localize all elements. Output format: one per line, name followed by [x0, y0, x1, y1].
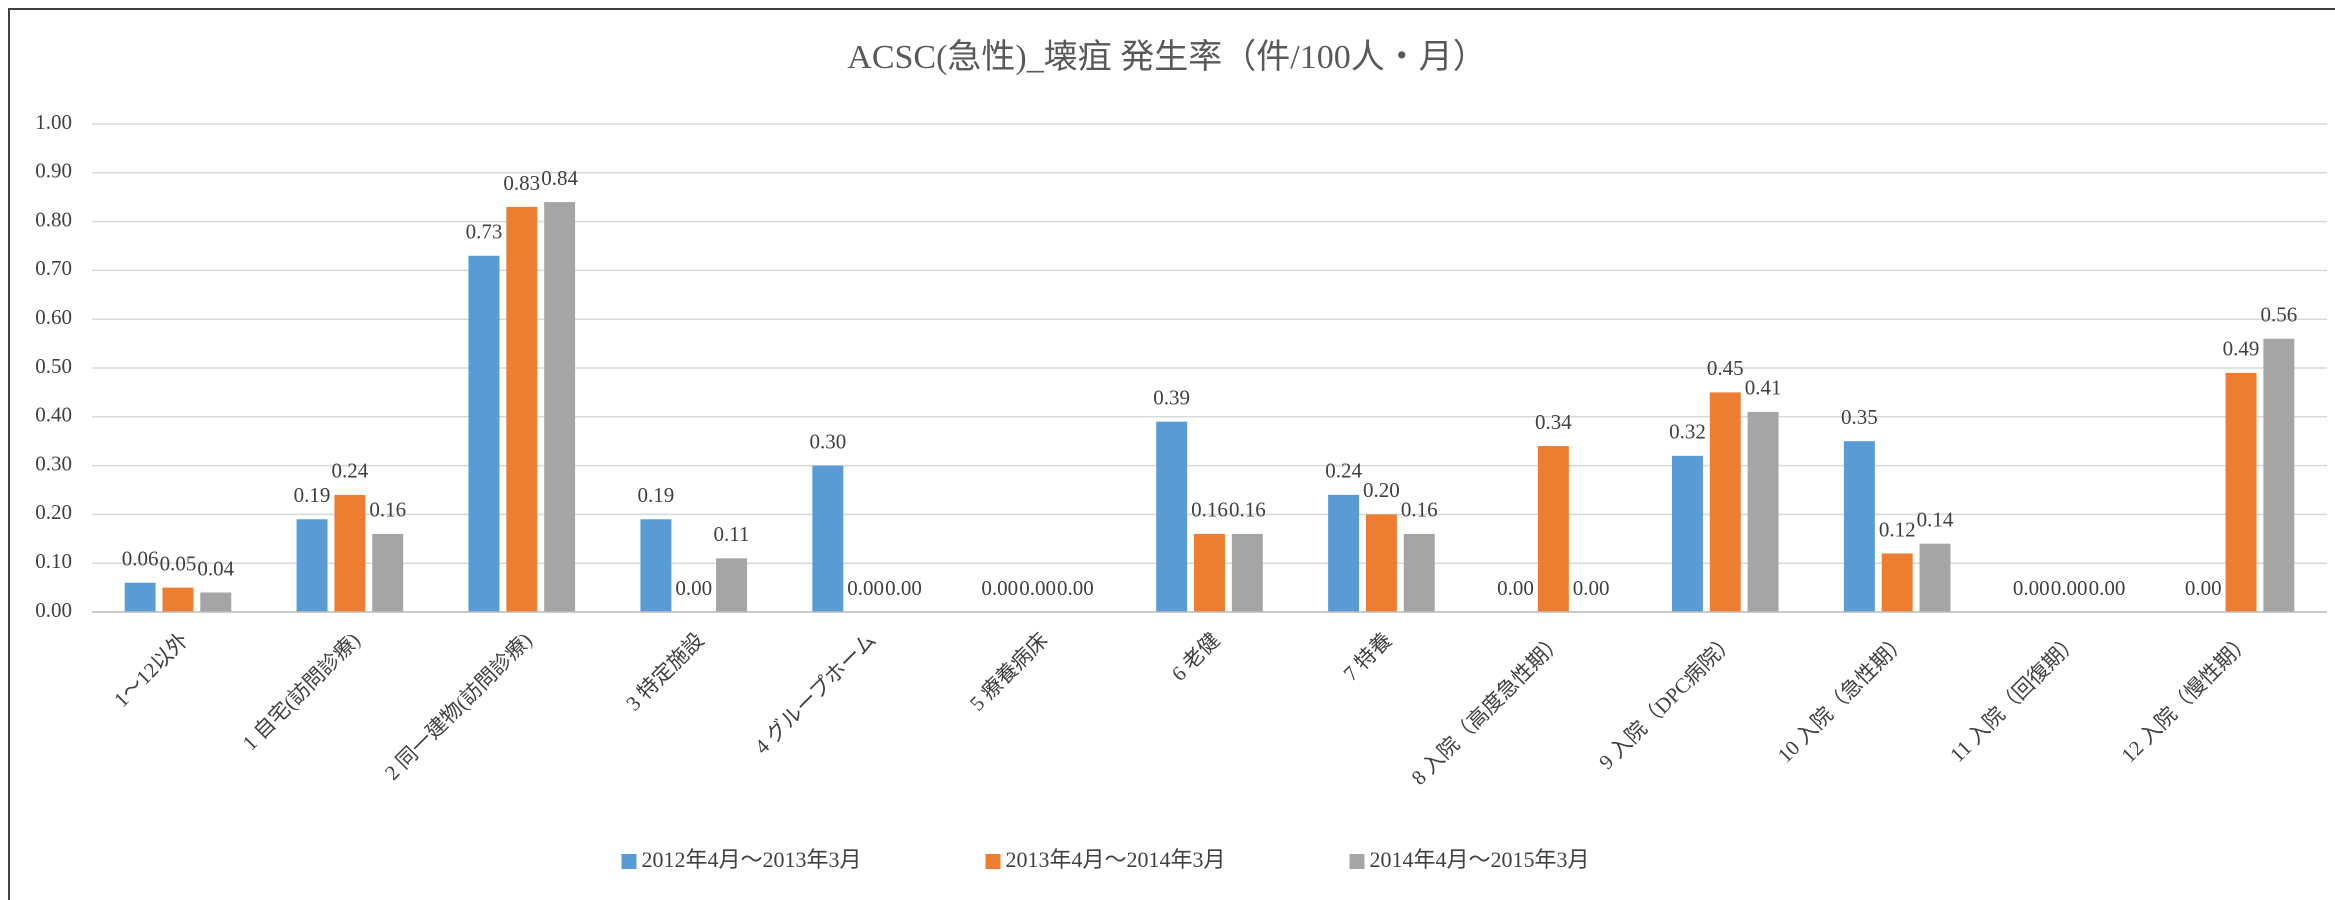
y-tick-label: 0.90 [35, 159, 72, 183]
y-tick-label: 0.30 [35, 451, 72, 475]
value-label: 0.30 [809, 429, 846, 453]
bar [1365, 514, 1397, 612]
value-label: 0.11 [714, 522, 750, 546]
bar [1843, 441, 1875, 612]
bar [162, 587, 194, 612]
value-label: 0.16 [369, 498, 406, 522]
bar [1156, 421, 1188, 612]
value-label: 0.00 [2185, 576, 2222, 600]
y-tick-label: 0.10 [35, 549, 72, 573]
bar [544, 202, 576, 612]
value-label: 0.16 [1191, 498, 1228, 522]
value-label: 0.00 [1019, 576, 1056, 600]
bar [1328, 494, 1360, 612]
value-label: 0.00 [1497, 576, 1534, 600]
bar [1747, 411, 1779, 612]
value-label: 0.00 [2089, 576, 2126, 600]
y-tick-label: 0.60 [35, 305, 72, 329]
value-label: 0.16 [1401, 498, 1438, 522]
value-label: 0.35 [1841, 405, 1878, 429]
bar [506, 206, 538, 612]
value-label: 0.39 [1153, 385, 1190, 409]
value-label: 0.00 [675, 576, 712, 600]
y-tick-label: 0.80 [35, 207, 72, 231]
value-label: 0.00 [847, 576, 884, 600]
value-label: 0.73 [466, 220, 503, 244]
bar [200, 592, 232, 612]
value-label: 0.19 [294, 483, 331, 507]
value-label: 0.16 [1229, 498, 1266, 522]
bar [1403, 533, 1435, 612]
legend-swatch [1349, 854, 1365, 869]
value-label: 0.00 [981, 576, 1018, 600]
value-label: 0.20 [1363, 478, 1400, 502]
legend-swatch [621, 854, 637, 869]
legend: 2012年4月～2013年3月 2013年4月～2014年3月 2014年4月～20… [621, 847, 1590, 872]
y-tick-label: 1.00 [35, 110, 72, 134]
y-tick-label: 0.00 [35, 598, 72, 622]
value-label: 0.83 [503, 171, 540, 195]
bar [296, 519, 328, 612]
bar [1881, 553, 1913, 612]
bar [1194, 533, 1225, 612]
value-label: 0.00 [1573, 576, 1610, 600]
value-label: 0.24 [1325, 459, 1362, 483]
value-label: 0.34 [1535, 410, 1572, 434]
bar [2225, 372, 2257, 612]
value-label: 0.00 [885, 576, 922, 600]
bar [640, 519, 672, 612]
value-label: 0.56 [2260, 303, 2297, 327]
value-label: 0.04 [197, 556, 234, 580]
bar [1537, 446, 1569, 612]
legend-label: 2014年4月～2015年3月 [1370, 847, 1590, 872]
legend-label: 2013年4月～2014年3月 [1006, 847, 1226, 872]
bar [468, 255, 500, 612]
value-label: 0.00 [2013, 576, 2050, 600]
bar [1231, 533, 1263, 612]
bar [812, 465, 844, 612]
y-tick-label: 0.70 [35, 256, 72, 280]
bar [334, 494, 366, 612]
y-tick-label: 0.40 [35, 403, 72, 427]
bar [1671, 455, 1703, 612]
y-tick-label: 0.20 [35, 500, 72, 524]
value-label: 0.05 [160, 551, 197, 575]
bar [716, 558, 748, 612]
bar [124, 582, 156, 612]
bar [1709, 392, 1741, 612]
legend-swatch [985, 854, 1001, 869]
value-label: 0.00 [2051, 576, 2088, 600]
value-label: 0.06 [122, 547, 159, 571]
bar [1919, 543, 1951, 612]
bar [372, 533, 404, 612]
value-label: 0.00 [1057, 576, 1094, 600]
y-tick-label: 0.50 [35, 354, 72, 378]
value-label: 0.45 [1707, 356, 1744, 380]
value-label: 0.32 [1669, 420, 1706, 444]
value-label: 0.12 [1879, 517, 1916, 541]
value-label: 0.19 [638, 483, 675, 507]
value-label: 0.84 [541, 166, 578, 190]
legend-label: 2012年4月～2013年3月 [642, 847, 862, 872]
chart-title: ACSC(急性)_壊疽 発生率（件/100人・月） [847, 38, 1486, 76]
value-label: 0.24 [332, 459, 369, 483]
bar [2263, 338, 2295, 612]
value-label: 0.14 [1917, 507, 1954, 531]
value-label: 0.49 [2223, 337, 2260, 361]
value-label: 0.41 [1745, 376, 1782, 400]
